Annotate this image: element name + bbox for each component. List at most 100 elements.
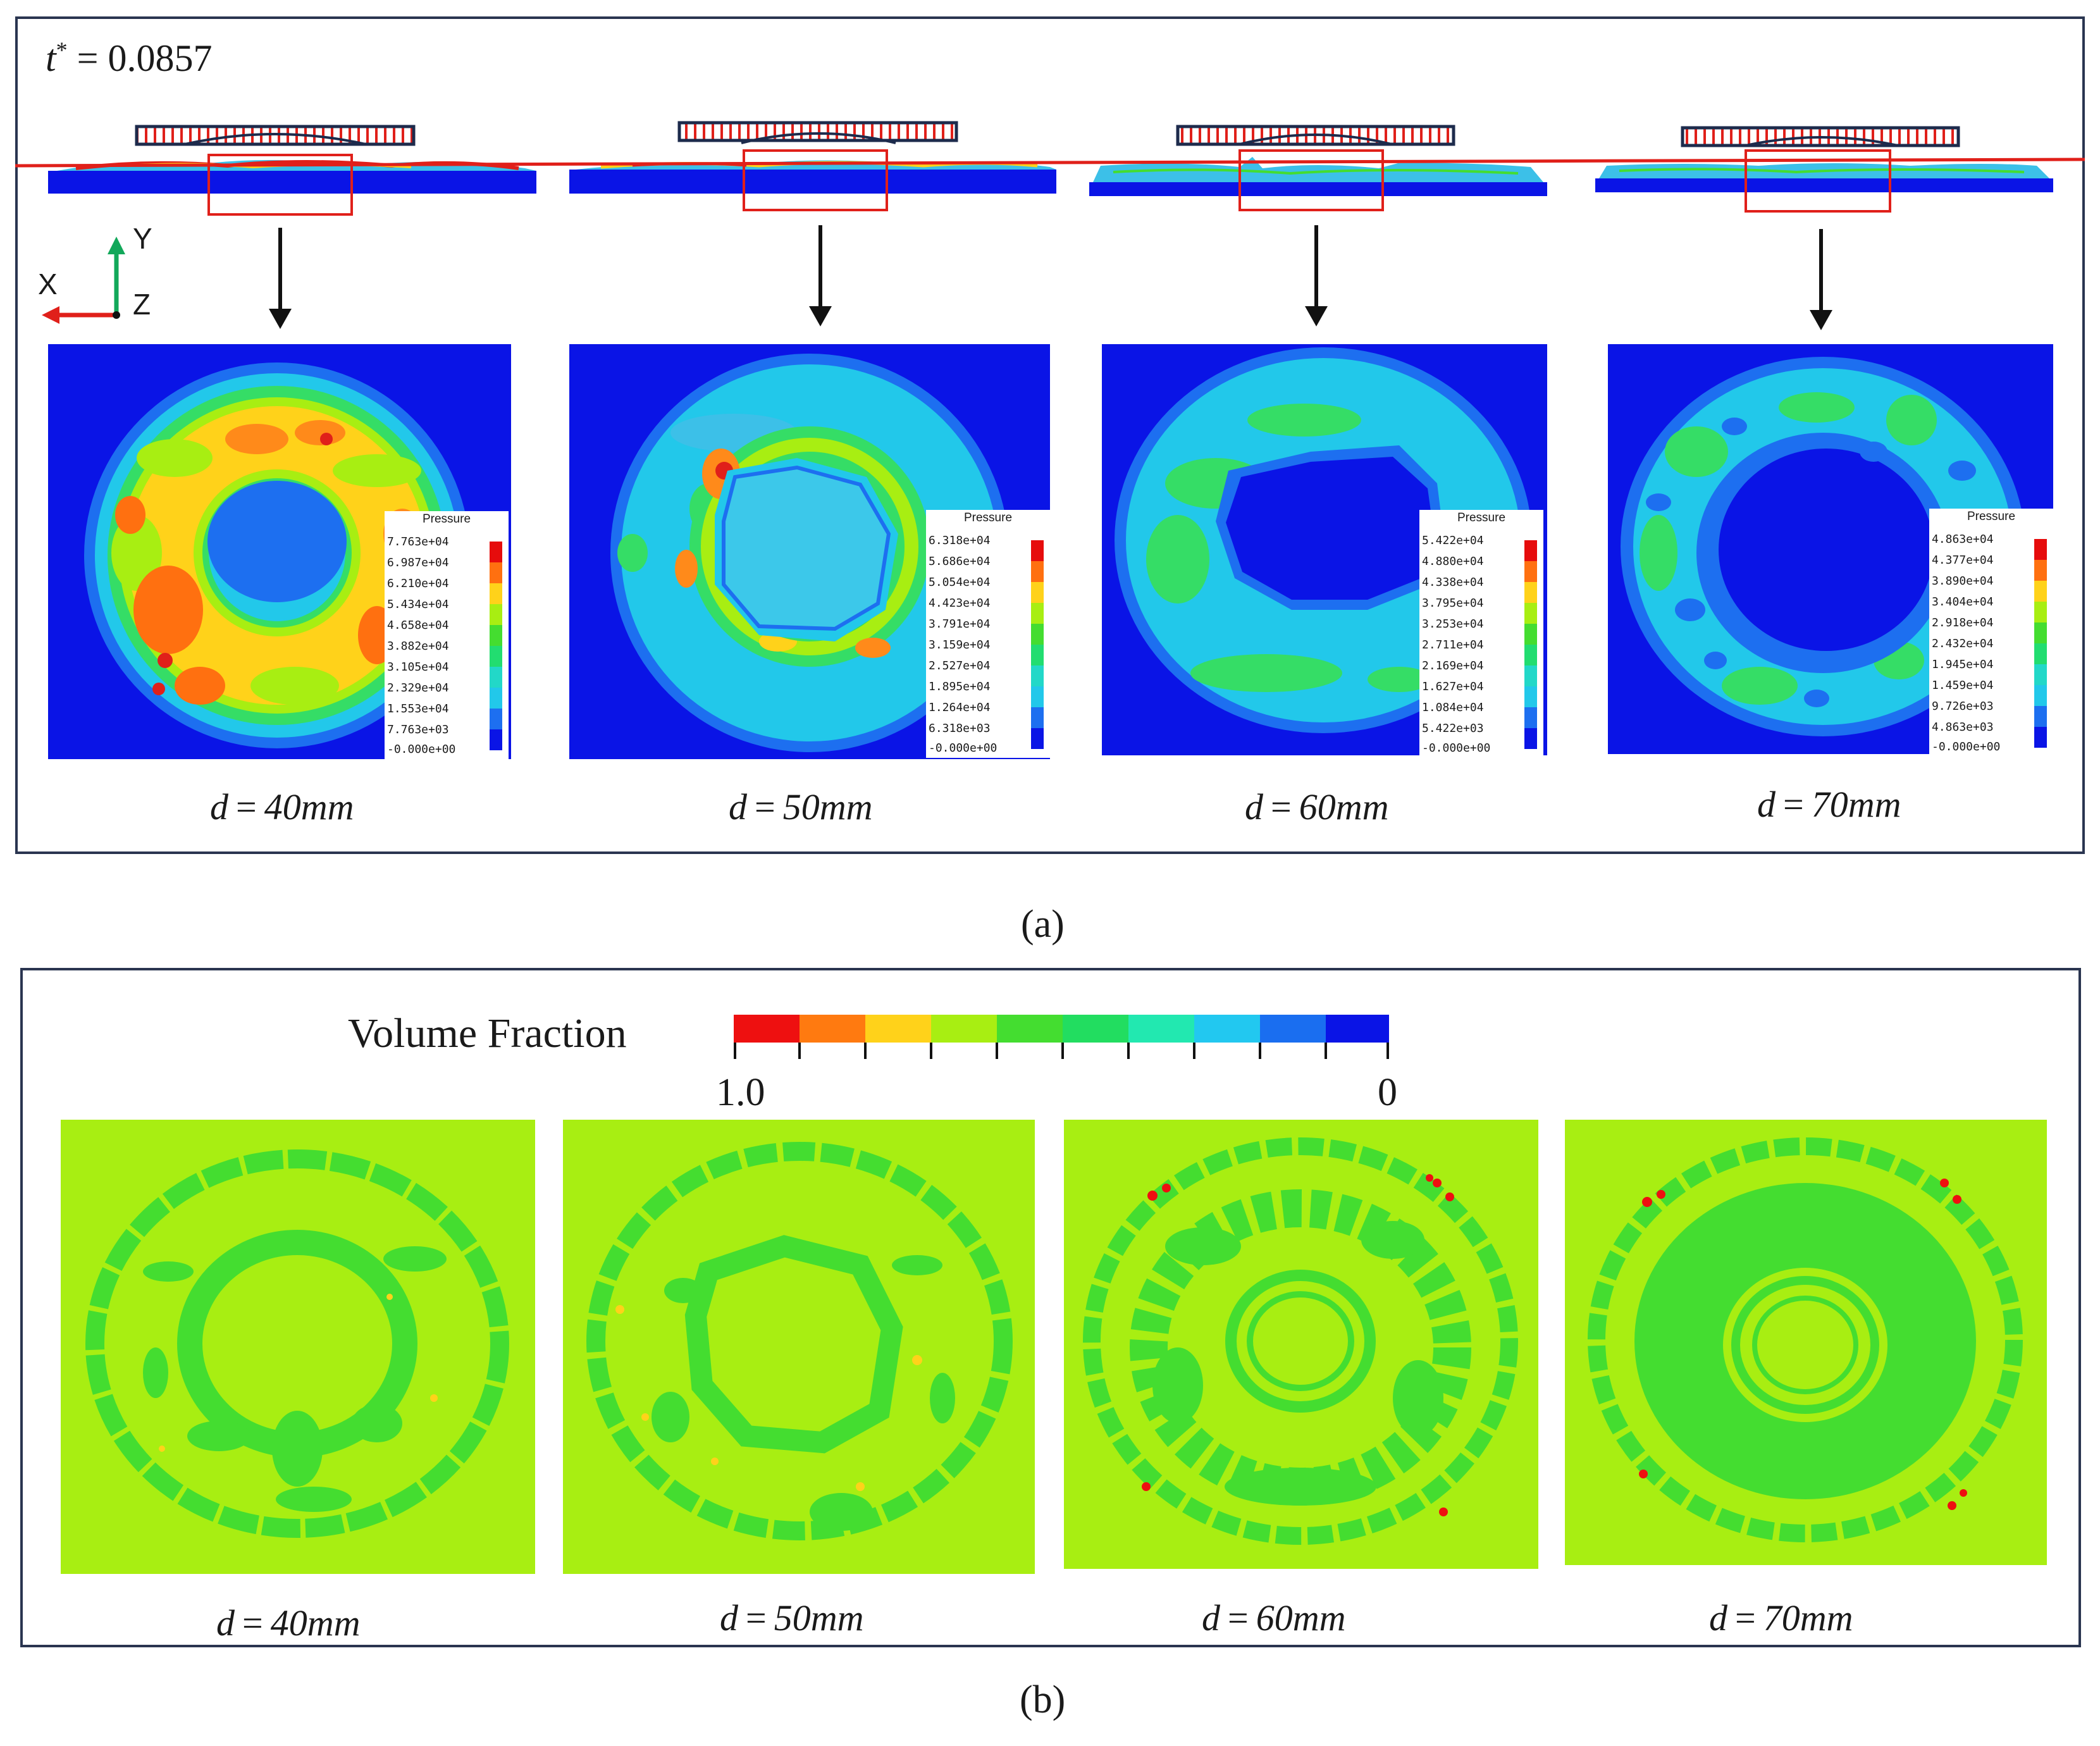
legend-label: 3.105e+04 — [387, 660, 449, 674]
pressure-plot-50mm — [569, 344, 1050, 759]
volume-fraction-colorbar — [734, 1015, 1389, 1059]
side-view-50mm — [569, 121, 1056, 211]
legend-label: 4.863e+03 — [1932, 721, 1994, 734]
legend-label: 5.434e+04 — [387, 598, 449, 611]
legend-label: 9.726e+03 — [1932, 700, 1994, 713]
time-symbol: t — [46, 37, 56, 79]
volume-plot-60mm — [1064, 1120, 1538, 1569]
pressure-legend-40mm: Pressure 7.763e+04 6.987e+04 6.210e+04 5… — [385, 511, 509, 759]
legend-label: 5.054e+04 — [929, 576, 991, 589]
time-value: = 0.0857 — [77, 37, 213, 79]
caption-value: 70mm — [1763, 1597, 1853, 1638]
caption-value: 60mm — [1256, 1597, 1346, 1638]
caption-equals: = — [236, 786, 257, 827]
legend-label: 1.264e+04 — [929, 701, 991, 714]
caption-equals: = — [1271, 786, 1292, 827]
legend-label: 1.553e+04 — [387, 702, 449, 715]
caption-50mm: d = 50mm — [729, 786, 873, 828]
legend-label: -0.000e+00 — [1422, 741, 1491, 755]
legend-label: 2.432e+04 — [1932, 637, 1994, 650]
legend-label: 4.880e+04 — [1422, 555, 1484, 568]
zoom-box — [207, 154, 353, 216]
legend-label: 4.338e+04 — [1422, 576, 1484, 589]
legend-label: 2.527e+04 — [929, 659, 991, 672]
legend-label: -0.000e+00 — [387, 743, 456, 756]
volume-plot-70mm — [1565, 1120, 2047, 1565]
legend-label: 3.882e+04 — [387, 640, 449, 653]
pressure-legend-70mm: Pressure 4.863e+04 4.377e+04 3.890e+04 3… — [1929, 509, 2053, 757]
caption-70mm: d = 70mm — [1757, 783, 1901, 826]
vf-caption-50mm: d = 50mm — [720, 1597, 864, 1639]
fluid-surface — [569, 160, 1056, 170]
volume-fraction-title: Volume Fraction — [348, 1010, 627, 1056]
caption-symbol: d — [720, 1597, 738, 1638]
panel-b-label-text: (b) — [1020, 1678, 1066, 1721]
legend-label: 5.422e+03 — [1422, 722, 1484, 735]
pressure-legend-60mm: Pressure 5.422e+04 4.880e+04 4.338e+04 3… — [1419, 510, 1543, 758]
fluid-base — [1595, 178, 2053, 192]
legend-label: 6.318e+04 — [929, 534, 991, 547]
legend-label: -0.000e+00 — [1932, 740, 2001, 753]
caption-symbol: d — [210, 786, 228, 827]
panel-b-frame — [20, 968, 2081, 1647]
legend-label: 3.404e+04 — [1932, 595, 1994, 609]
legend-label: 1.459e+04 — [1932, 679, 1994, 692]
legend-title: Pressure — [422, 512, 471, 526]
legend-label: 2.329e+04 — [387, 681, 449, 695]
legend-label: 6.318e+03 — [929, 722, 991, 735]
legend-label: 4.863e+04 — [1932, 533, 1994, 546]
axis-label-z: Z — [133, 288, 151, 321]
legend-label: 1.895e+04 — [929, 680, 991, 693]
legend-label: 6.987e+04 — [387, 556, 449, 569]
legend-title: Pressure — [1967, 510, 2016, 523]
impactor-dome — [1745, 136, 1898, 147]
legend-label: 5.422e+04 — [1422, 534, 1484, 547]
legend-colorbar — [1524, 540, 1537, 749]
axis-label-x: X — [38, 268, 58, 300]
panel-a-label: (a) — [1021, 902, 1065, 947]
pressure-legend-50mm: Pressure 6.318e+04 5.686e+04 5.054e+04 4… — [926, 510, 1050, 758]
fluid-base — [1089, 182, 1547, 196]
legend-label: 2.169e+04 — [1422, 659, 1484, 672]
legend-colorbar — [2034, 539, 2047, 748]
fluid-base — [48, 171, 536, 194]
legend-label: 4.377e+04 — [1932, 554, 1994, 567]
side-view-strip — [15, 121, 2085, 216]
time-superscript: * — [56, 37, 68, 63]
legend-label: 1.084e+04 — [1422, 701, 1484, 714]
caption-symbol: d — [1709, 1597, 1727, 1638]
side-view-60mm — [1089, 125, 1547, 211]
fluid-surface — [1093, 157, 1543, 182]
zoom-box — [1745, 149, 1891, 213]
legend-label: 6.210e+04 — [387, 577, 449, 590]
legend-label: 7.763e+04 — [387, 535, 449, 548]
arrow-down-icon — [1810, 229, 1832, 330]
reference-line — [15, 158, 2085, 168]
caption-symbol: d — [216, 1602, 235, 1644]
legend-label: 4.658e+04 — [387, 619, 449, 632]
zoom-box — [743, 149, 888, 211]
impactor-dome — [741, 132, 896, 144]
impactor-plate — [677, 121, 958, 142]
fluid-base — [569, 170, 1056, 194]
side-view-40mm — [48, 125, 536, 216]
caption-equals: = — [1735, 1597, 1756, 1638]
side-view-70mm — [1595, 126, 2053, 213]
vf-caption-40mm: d = 40mm — [216, 1602, 361, 1644]
caption-equals: = — [1783, 784, 1804, 825]
caption-value: 50mm — [774, 1597, 864, 1638]
legend-label: 1.945e+04 — [1932, 658, 1994, 671]
legend-label: -0.000e+00 — [929, 741, 998, 755]
vf-caption-60mm: d = 60mm — [1202, 1597, 1346, 1639]
volume-plot-50mm — [563, 1120, 1035, 1574]
zoom-box — [1238, 149, 1384, 211]
caption-value: 40mm — [270, 1602, 361, 1644]
volume-plot-40mm — [61, 1120, 535, 1574]
arrow-down-icon — [809, 225, 832, 326]
legend-label: 3.253e+04 — [1422, 617, 1484, 631]
axis-triad-icon — [42, 237, 125, 324]
legend-label: 3.791e+04 — [929, 617, 991, 631]
caption-symbol: d — [729, 786, 747, 827]
legend-label: 7.763e+03 — [387, 723, 449, 736]
arrow-down-icon — [269, 228, 292, 329]
